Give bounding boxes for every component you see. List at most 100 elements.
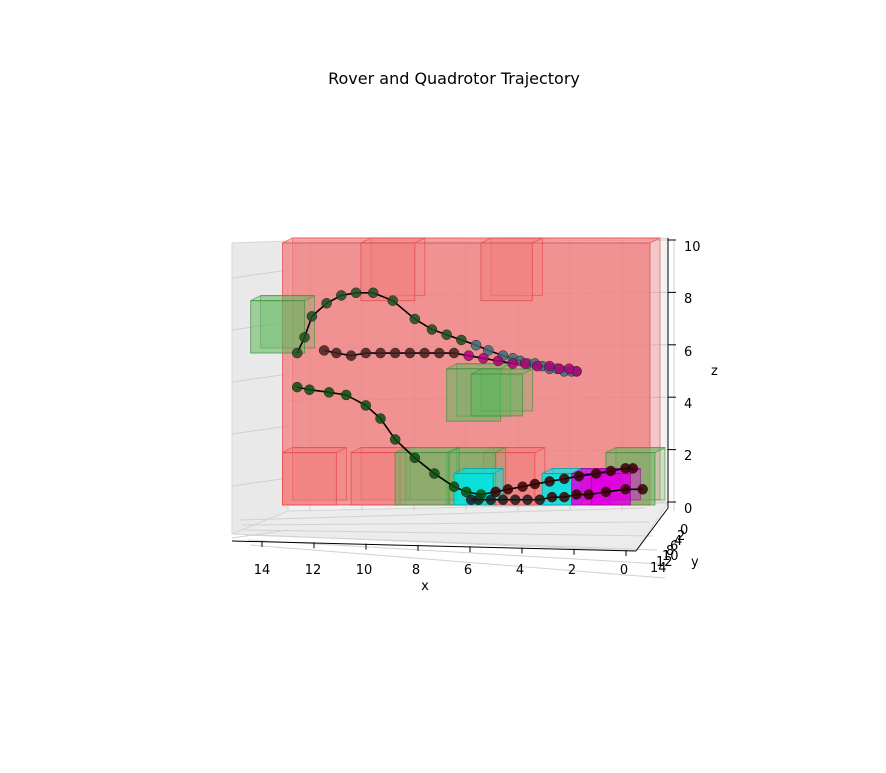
waypoint-marker <box>291 381 303 393</box>
y-tick-labels: 0 2 4 6 8 10 12 14 <box>650 523 688 576</box>
waypoint-marker <box>502 484 514 495</box>
waypoint-marker <box>306 311 318 322</box>
grid-line-y <box>231 373 289 383</box>
waypoint-marker <box>434 347 445 359</box>
waypoint-marker <box>544 360 555 372</box>
waypoint-marker <box>546 491 558 503</box>
obstacle-front-face <box>394 452 450 506</box>
waypoint-marker <box>563 363 575 375</box>
waypoint-marker <box>534 494 545 506</box>
waypoint-marker <box>485 494 496 506</box>
waypoint-marker <box>419 347 430 359</box>
obstacle-top-face <box>605 447 666 454</box>
y-tick-label: 2 <box>677 529 685 544</box>
waypoint-marker <box>321 298 332 309</box>
x-tick-label: 14 <box>254 563 271 578</box>
waypoint-marker <box>389 347 401 359</box>
waypoint-marker <box>507 358 519 369</box>
waypoint-marker <box>637 484 648 495</box>
x-tick-label: 12 <box>305 563 322 578</box>
obstacle-front-face <box>350 452 401 506</box>
z-axis-label: z <box>711 364 718 379</box>
waypoint-marker <box>340 389 352 401</box>
tick-marks <box>261 239 676 557</box>
waypoint-marker <box>529 478 541 490</box>
x-tick-label: 10 <box>356 563 373 578</box>
grid-line-y <box>231 529 289 539</box>
y-tick-label: 4 <box>674 534 682 549</box>
grid-line-floor <box>243 529 654 537</box>
waypoint-marker <box>478 353 489 364</box>
obstacle-top-face <box>282 447 347 454</box>
x-tick-labels: 14 12 10 8 6 4 2 0 <box>254 563 628 578</box>
x-axis-label: x <box>421 579 429 594</box>
waypoint-marker <box>448 347 460 359</box>
grid-line-y <box>231 269 289 279</box>
y-tick-label: 10 <box>662 549 679 564</box>
waypoint-marker <box>492 355 504 367</box>
grid-line-y <box>231 477 289 487</box>
waypoint-marker <box>554 363 565 375</box>
x-axis-line <box>231 540 637 552</box>
waypoint-markers-layer <box>291 287 648 506</box>
waypoint-marker <box>544 476 555 487</box>
grid-line-floor <box>247 539 662 565</box>
waypoint-marker <box>517 481 528 492</box>
waypoint-marker <box>389 434 401 445</box>
obstacle-box <box>394 447 460 506</box>
waypoint-marker <box>336 290 347 301</box>
chart-title: Rover and Quadrotor Trajectory <box>328 69 580 88</box>
waypoint-marker <box>350 287 362 299</box>
y-tick-label: 0 <box>680 523 688 538</box>
obstacle-box <box>282 447 347 506</box>
waypoint-marker <box>375 413 386 424</box>
obstacle-box <box>470 368 534 417</box>
waypoint-marker <box>510 494 521 506</box>
waypoint-marker <box>323 387 335 398</box>
waypoint-marker <box>573 470 585 482</box>
y-tick-label: 12 <box>656 555 673 570</box>
z-tick-label: 4 <box>684 397 692 412</box>
grid-line-y <box>231 425 289 435</box>
y-tick-label: 14 <box>650 561 667 576</box>
waypoint-marker <box>483 345 494 356</box>
waypoint-marker <box>456 334 467 346</box>
waypoint-marker <box>571 489 582 500</box>
z-tick-label: 2 <box>684 449 692 464</box>
waypoint-marker <box>429 468 440 479</box>
waypoint-marker <box>497 494 509 506</box>
z-tick-label: 6 <box>684 345 692 360</box>
grid-line-floor <box>245 534 658 551</box>
waypoint-marker <box>409 313 421 325</box>
y-axis-line <box>635 507 669 552</box>
waypoint-marker <box>465 494 477 506</box>
waypoint-marker <box>345 350 357 361</box>
waypoint-marker <box>387 295 398 306</box>
waypoint-marker <box>461 486 472 498</box>
x-tick-label: 8 <box>412 563 420 578</box>
waypoint-marker <box>331 347 342 359</box>
z-tick-label: 10 <box>684 240 701 255</box>
waypoint-marker <box>375 347 386 359</box>
waypoint-marker <box>475 489 487 500</box>
obstacle-front-face <box>480 242 533 302</box>
waypoint-marker <box>360 400 372 411</box>
waypoint-marker <box>620 463 631 474</box>
grid-line-floor <box>249 544 666 579</box>
waypoint-marker <box>318 345 330 356</box>
z-tick-label: 0 <box>684 502 692 517</box>
waypoint-marker <box>590 468 602 479</box>
waypoint-marker <box>583 489 594 500</box>
obstacle-box <box>480 237 543 302</box>
waypoint-marker <box>304 384 315 395</box>
waypoint-marker <box>532 360 543 372</box>
waypoint-marker <box>291 347 303 359</box>
left-pane <box>231 240 289 535</box>
obstacles-layer <box>250 237 666 506</box>
waypoint-marker <box>559 491 570 503</box>
obstacle-top-face <box>360 237 426 244</box>
obstacle-top-face <box>480 237 543 244</box>
waypoint-marker <box>360 347 372 359</box>
waypoint-marker <box>605 465 617 477</box>
